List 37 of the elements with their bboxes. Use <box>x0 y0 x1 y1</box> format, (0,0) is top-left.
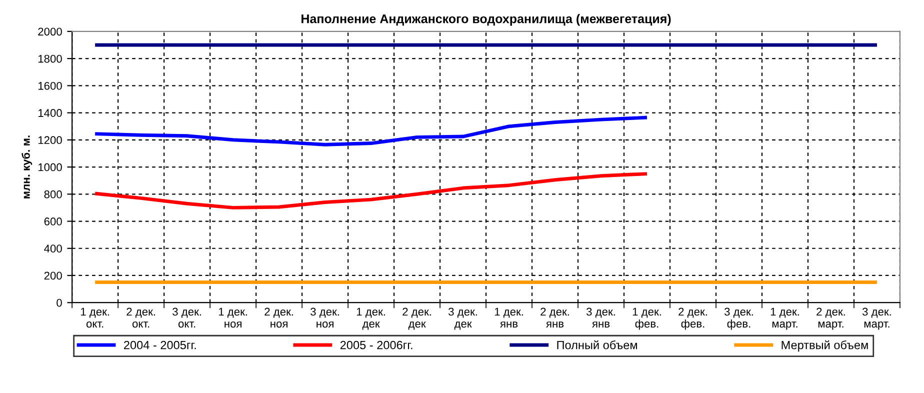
y-tick-label: 0 <box>56 298 62 307</box>
x-tick-label: 1 дек. ноя <box>218 308 247 328</box>
y-tick-label: 2000 <box>38 28 62 36</box>
x-tick-label: 1 дек. янв <box>494 308 523 328</box>
line-series <box>93 172 649 210</box>
y-tick-label: 1200 <box>38 136 62 144</box>
chart-title: Наполнение Андижанского водохранилища (межвегетация) <box>302 14 671 26</box>
line-series <box>93 116 649 146</box>
x-tick-label: 1 дек. март. <box>770 308 799 330</box>
x-tick-label: 3 дек. март. <box>862 308 891 330</box>
y-tick-label: 200 <box>44 272 62 280</box>
legend-label: Полный объем <box>557 340 638 350</box>
x-tick-label: 1 дек. окт. <box>80 308 109 328</box>
x-tick-label: 3 дек. фев. <box>724 308 753 330</box>
x-tick-label: 3 дек. дек <box>448 308 477 330</box>
x-tick-label: 2 дек. окт. <box>126 308 155 328</box>
y-tick-label: 800 <box>44 190 62 198</box>
y-tick-label: 600 <box>44 218 62 226</box>
x-tick-label: 2 дек. фев. <box>678 308 707 330</box>
legend-label: Мертвый объем <box>782 340 868 352</box>
y-tick-label: 1000 <box>38 163 62 172</box>
legend-label: 2004 - 2005гг. <box>124 340 196 350</box>
y-tick-label: 400 <box>44 244 62 253</box>
y-tick-label: 1600 <box>38 82 62 90</box>
y-tick-label: 1400 <box>38 109 62 117</box>
x-tick-label: 1 дек. дек <box>356 308 385 330</box>
x-tick-label: 2 дек. март. <box>816 308 845 330</box>
x-tick-label: 1 дек. фев. <box>632 308 661 330</box>
y-axis-title: млн. куб. м. <box>22 136 32 198</box>
x-tick-label: 2 дек. ноя <box>264 308 293 328</box>
legend-label: 2005 - 2006гг. <box>340 340 412 350</box>
x-tick-label: 3 дек. ноя <box>310 308 339 328</box>
x-tick-label: 3 дек. окт. <box>172 308 201 328</box>
x-tick-label: 2 дек. янв <box>540 308 569 328</box>
x-tick-label: 2 дек. дек <box>402 308 431 330</box>
x-tick-label: 3 дек. янв <box>586 308 615 328</box>
y-tick-label: 1800 <box>38 54 62 63</box>
